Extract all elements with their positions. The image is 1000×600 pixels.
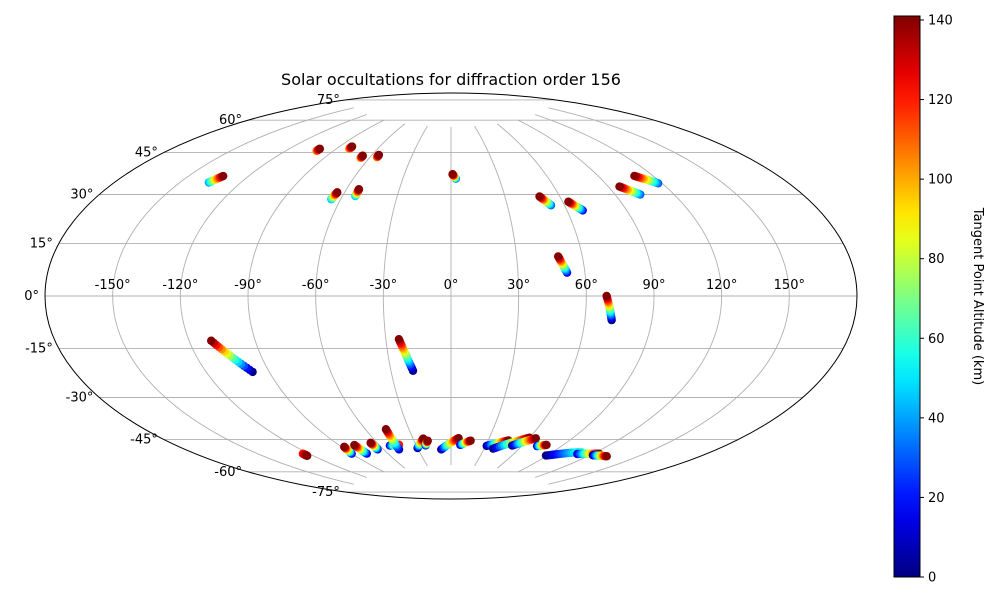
longitude-tick-label: 90° [642, 278, 665, 293]
occultation-point [303, 451, 312, 461]
occultation-point [394, 334, 404, 344]
occultation-point [602, 291, 611, 301]
occultation-point [466, 436, 475, 445]
colorbar-tick-label: 120 [928, 93, 953, 108]
chart-title: Solar occultations for diffraction order… [281, 70, 621, 89]
occultation-point [564, 197, 573, 206]
colorbar-tick-label: 40 [928, 411, 945, 426]
data-points [204, 142, 663, 461]
longitude-tick-label: -60° [302, 278, 330, 293]
occultation-point [615, 182, 624, 191]
longitude-tick-labels: -150° -120° -90° -60° -30° 0° 30° 60° 90° 120° 150… [95, 278, 805, 293]
latitude-tick-label: 15° [30, 236, 53, 251]
colorbar-tick-label: 100 [928, 173, 953, 188]
latitude-tick-label: -30° [66, 391, 94, 406]
latitude-tick-label: -60° [214, 465, 242, 480]
occultation-point [219, 171, 228, 181]
occultation-point [542, 440, 551, 450]
latitude-tick-label: 75° [317, 93, 340, 108]
occultation-point [602, 452, 611, 461]
colorbar-tick-label: 20 [928, 491, 945, 506]
latitude-tick-label: -15° [25, 342, 53, 357]
occultation-point [354, 184, 364, 194]
colorbar-gradient [893, 15, 921, 578]
colorbar-tick-label: 0 [928, 571, 936, 586]
occultation-point [340, 442, 349, 452]
longitude-tick-label: -30° [369, 278, 397, 293]
occultation-point [531, 434, 541, 443]
longitude-tick-label: 150° [774, 278, 805, 293]
latitude-tick-label: 60° [219, 113, 242, 128]
colorbar: 0 20 40 60 80 100 120 140 Tangent Point Altitude… [893, 13, 985, 586]
occultation-point [535, 192, 544, 201]
occultation-point [350, 440, 359, 450]
occultation-point [553, 252, 563, 261]
longitude-tick-label: 30° [507, 278, 530, 293]
occultation-point [630, 171, 639, 181]
latitude-tick-label: -45° [130, 433, 158, 448]
latitude-tick-label: -75° [312, 485, 340, 500]
graticule-grid [45, 99, 857, 493]
occultation-point [374, 150, 384, 160]
occultation-point [381, 425, 391, 434]
colorbar-tick-label: 80 [928, 252, 945, 267]
longitude-tick-label: 0° [444, 278, 459, 293]
occultation-point [358, 151, 367, 160]
occultation-point [366, 438, 375, 448]
longitude-tick-label: 60° [575, 278, 598, 293]
colorbar-tick-label: 60 [928, 332, 945, 347]
longitude-tick-label: -90° [234, 278, 262, 293]
occultation-point [315, 144, 325, 153]
latitude-tick-labels: -75° -60° -45° -30° -15° 0° 15° 30° 45° 60° 75° [24, 93, 340, 500]
latitude-tick-label: 45° [135, 145, 158, 160]
longitude-tick-label: -150° [95, 278, 131, 293]
colorbar-label: Tangent Point Altitude (km) [970, 207, 985, 385]
map-boundary [44, 92, 858, 500]
colorbar-tick-label: 140 [928, 13, 953, 28]
occultation-point [333, 188, 342, 197]
occultation-point [347, 142, 357, 151]
longitude-tick-label: 120° [706, 278, 737, 293]
longitude-tick-label: -120° [162, 278, 198, 293]
occultation-point [423, 436, 432, 445]
occultation-point [207, 336, 216, 345]
occultation-point [448, 170, 457, 179]
latitude-tick-label: 0° [24, 289, 39, 304]
latitude-tick-label: 30° [70, 188, 93, 203]
